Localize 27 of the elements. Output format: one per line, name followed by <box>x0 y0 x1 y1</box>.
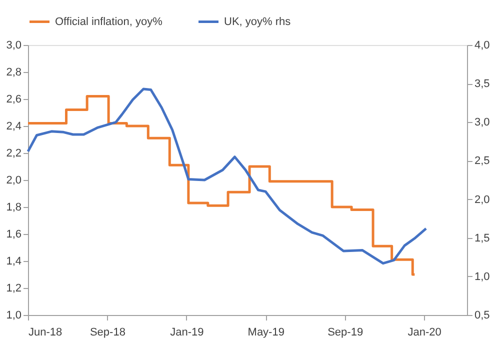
x-tick-label: Sep-19 <box>328 326 364 338</box>
y-tick-label: 1,8 <box>6 202 22 214</box>
y-tick-label: 2,0 <box>6 174 22 186</box>
legend-label: UK, yoy% rhs <box>224 16 292 28</box>
legend-label: Official inflation, yoy% <box>55 16 163 28</box>
y2-tick-label: 3,5 <box>474 78 490 90</box>
x-tick-label: Jun-18 <box>28 326 62 338</box>
y2-tick-label: 2,0 <box>474 194 490 206</box>
x-tick-label: Jan-19 <box>170 326 204 338</box>
y-tick-label: 1,2 <box>6 282 22 294</box>
x-tick-label: Sep-18 <box>90 326 126 338</box>
x-tick-label: May-19 <box>248 326 284 338</box>
y2-tick-label: 1,0 <box>474 270 490 283</box>
y-tick-label: 2,4 <box>6 120 22 132</box>
y2-tick-label: 3,0 <box>474 116 490 129</box>
y2-tick-label: 2,5 <box>474 155 490 168</box>
y2-tick-label: 1,5 <box>474 232 490 244</box>
y-tick-label: 1,6 <box>6 228 22 240</box>
y2-tick-label: 4,0 <box>474 40 490 52</box>
y-tick-label: 1,0 <box>6 310 22 322</box>
y-tick-label: 3,0 <box>6 40 22 52</box>
y2-tick-label: 0,5 <box>474 310 490 322</box>
y-tick-label: 2,2 <box>6 148 22 160</box>
x-tick-label: Jan-20 <box>408 326 442 338</box>
y-tick-label: 2,6 <box>6 94 22 106</box>
y-tick-label: 1,4 <box>6 256 22 268</box>
y-tick-label: 2,8 <box>6 66 22 78</box>
